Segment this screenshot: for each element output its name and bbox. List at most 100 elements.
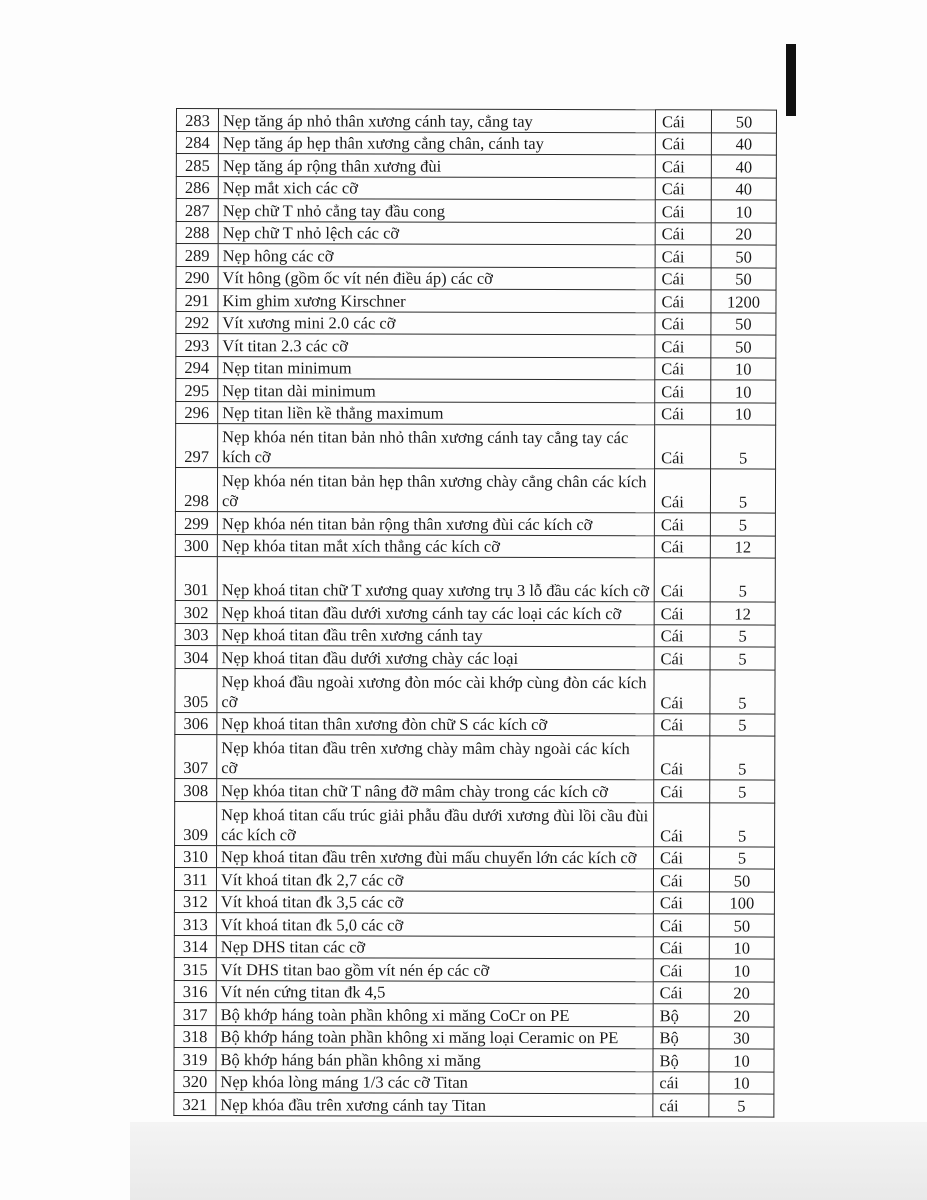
item-number: 294: [175, 356, 218, 379]
item-name: Nẹp khóa nén titan bản hẹp thân xương ch…: [217, 467, 655, 513]
item-quantity: 10: [708, 1048, 775, 1072]
table-row: 320 Nẹp khóa lòng máng 1/3 các cỡ Titan cá…: [173, 1069, 774, 1095]
table-row: 292 Vít xương mini 2.0 các cỡ Cái 50: [175, 311, 776, 336]
table-row: 288 Nẹp chữ T nhỏ lệch các cỡ Cái 20: [176, 221, 777, 246]
item-unit: Cái: [655, 244, 712, 268]
item-unit: Bộ: [653, 1003, 710, 1027]
table-row: 294 Nẹp titan minimum Cái 10: [175, 356, 776, 381]
table-row: 306 Nẹp khoá titan thân xương đòn chữ S c…: [174, 711, 775, 737]
item-quantity: 5: [709, 735, 775, 781]
item-unit: Cái: [653, 981, 710, 1004]
item-name: Nẹp khóa nén titan bản nhỏ thân xương cá…: [217, 423, 655, 469]
item-number: 295: [175, 378, 218, 402]
item-quantity: 40: [711, 154, 777, 178]
item-unit: Cái: [654, 379, 711, 403]
item-name: Nẹp khóa titan mắt xích thẳng các kích c…: [217, 534, 655, 558]
item-unit: Cái: [653, 958, 710, 982]
item-name: Nẹp khoá titan đầu trên xương đùi mấu ch…: [216, 845, 654, 869]
item-number: 299: [175, 511, 218, 535]
item-number: 304: [175, 645, 218, 669]
table-row: 311 Vít khoá titan đk 2,7 các cỡ Cái 50: [174, 867, 775, 892]
item-unit: Cái: [655, 154, 712, 178]
item-quantity: 5: [710, 557, 776, 603]
item-number: 296: [175, 401, 218, 424]
item-quantity: 5: [709, 779, 775, 803]
item-quantity: 5: [709, 669, 776, 714]
item-number: 302: [175, 600, 218, 624]
item-unit: Cái: [654, 312, 711, 335]
item-unit: Cái: [654, 468, 711, 513]
item-name: Nẹp khoá titan thân xương đòn chữ S các …: [216, 712, 654, 736]
table-row: 289 Nẹp hông các cỡ Cái 50: [176, 243, 777, 268]
table-row: 319 Bộ khớp háng bán phần không xi măng Bộ…: [173, 1047, 775, 1072]
table-row: 310 Nẹp khoá titan đầu trên xương đùi mấu…: [174, 844, 775, 870]
table-row: 313 Vít khoá titan đk 5,0 các cỡ Cái 50: [174, 912, 775, 937]
item-name: Nẹp tăng áp nhỏ thân xương cánh tay, cẳn…: [218, 108, 656, 133]
item-number: 309: [174, 800, 217, 846]
item-quantity: 10: [710, 357, 776, 381]
item-unit: Cái: [654, 535, 711, 558]
item-quantity: 12: [710, 535, 776, 559]
item-name: Vít khoá titan đk 3,5 các cỡ: [216, 890, 654, 914]
item-number: 321: [173, 1092, 216, 1116]
table-row: 304 Nẹp khoá titan đầu dưới xương chày cá…: [175, 645, 776, 670]
item-unit: Cái: [654, 357, 711, 380]
item-quantity: 50: [711, 267, 777, 291]
item-unit: Cái: [655, 222, 712, 245]
item-name: Kim ghim xương Kirschner: [217, 288, 656, 313]
item-number: 298: [175, 467, 218, 512]
item-unit: Cái: [654, 334, 711, 358]
item-name: Nẹp hông các cỡ: [218, 243, 656, 268]
table-row: 300 Nẹp khóa titan mắt xích thẳng các kíc…: [175, 533, 776, 559]
item-number: 285: [176, 153, 219, 177]
table-row: 287 Nẹp chữ T nhỏ cẳng tay đầu cong Cái 10: [176, 198, 777, 223]
item-quantity: 5: [708, 1093, 774, 1117]
table-row: 290 Vít hông (gồm ốc vít nén điều áp) các…: [176, 266, 777, 291]
scan-edge-mark: [786, 44, 796, 116]
item-name: Nẹp mắt xich các cỡ: [218, 176, 656, 200]
item-quantity: 5: [710, 424, 776, 470]
item-name: Nẹp tăng áp rộng thân xương đùi: [218, 153, 656, 178]
item-name: Nẹp khoá titan cấu trúc giải phẫu đầu dư…: [216, 801, 654, 847]
table-row: 301 Nẹp khoá titan chữ T xương quay xương…: [175, 556, 776, 603]
item-quantity: 12: [710, 601, 776, 625]
item-unit: Bộ: [653, 1026, 710, 1049]
item-name: Vít hông (gồm ốc vít nén điều áp) các cỡ: [218, 266, 656, 290]
item-name: Bộ khớp háng bán phần không xi măng: [215, 1047, 654, 1072]
table-row: 318 Bộ khớp háng toàn phần không xi măng …: [174, 1024, 775, 1050]
item-quantity: 10: [711, 199, 777, 223]
item-name: Nẹp titan dài minimum: [217, 378, 655, 403]
item-name: Nẹp tăng áp hẹp thân xương cẳng chân, cá…: [218, 131, 656, 155]
table-row: 284 Nẹp tăng áp hẹp thân xương cẳng chân,…: [176, 131, 777, 156]
item-unit: Cái: [654, 402, 711, 425]
item-number: 284: [176, 131, 219, 154]
item-quantity: 50: [709, 868, 775, 892]
item-quantity: 5: [710, 624, 776, 648]
item-unit: Cái: [653, 891, 710, 914]
item-unit: Cái: [653, 868, 710, 892]
item-quantity: 5: [709, 802, 775, 847]
item-unit: Cái: [653, 936, 710, 959]
table-row: 293 Vít titan 2.3 các cỡ Cái 50: [175, 333, 776, 358]
item-unit: cái: [652, 1071, 709, 1094]
item-number: 313: [174, 912, 217, 936]
table-row: 295 Nẹp titan dài minimum Cái 10: [175, 378, 776, 403]
item-number: 301: [175, 556, 218, 601]
supply-table: 283 Nẹp tăng áp nhỏ thân xương cánh tay, …: [173, 108, 777, 1117]
item-number: 308: [174, 778, 217, 802]
item-number: 300: [175, 533, 218, 557]
item-quantity: 20: [709, 1003, 775, 1027]
item-name: Nẹp khóa titan chữ T nâng đỡ mâm chày tr…: [216, 778, 654, 803]
item-number: 287: [176, 198, 219, 222]
item-name: Vít xương mini 2.0 các cỡ: [217, 311, 655, 335]
item-name: Nẹp khóa nén titan bản rộng thân xương đ…: [217, 511, 655, 536]
item-name: Bộ khớp háng toàn phần không xi măng CoC…: [216, 1002, 654, 1027]
item-unit: Cái: [654, 424, 711, 469]
item-number: 286: [176, 176, 219, 199]
item-unit: Cái: [653, 779, 710, 803]
item-number: 318: [174, 1024, 217, 1048]
item-number: 292: [175, 311, 218, 334]
item-number: 319: [173, 1047, 217, 1071]
item-quantity: 10: [708, 1071, 774, 1095]
item-unit: Bộ: [652, 1048, 710, 1072]
